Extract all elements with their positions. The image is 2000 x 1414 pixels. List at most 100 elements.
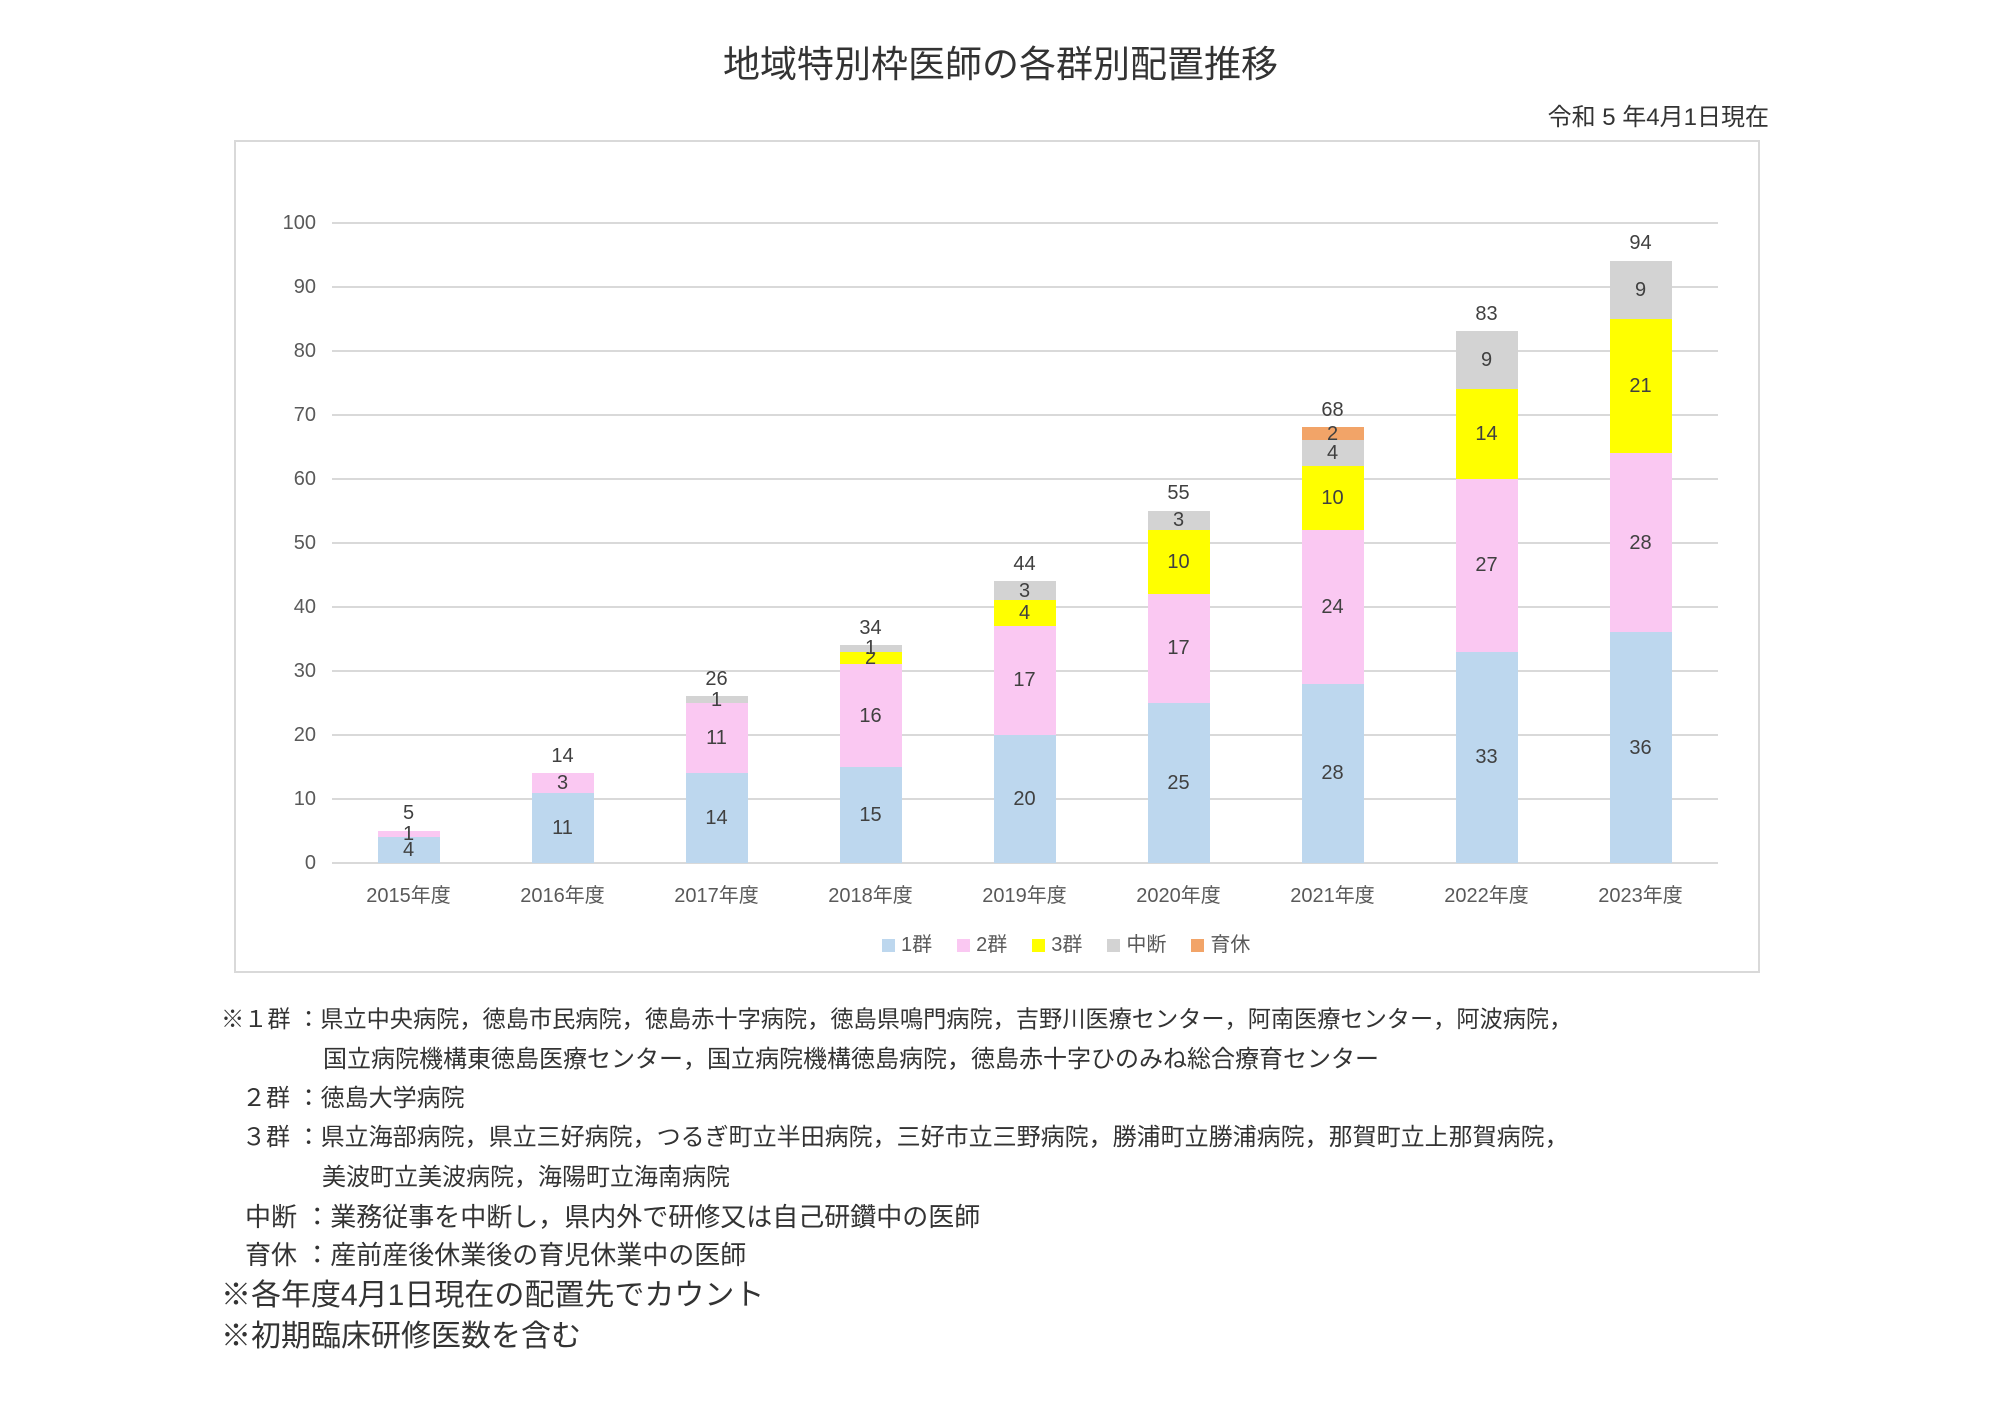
bar-segment	[377, 830, 440, 838]
bar-segment	[377, 837, 440, 863]
footnote-line: 育休 ：産前産後休業後の育児休業中の医師	[245, 1240, 747, 1270]
gridline	[331, 221, 1718, 224]
legend-item: 中断	[1107, 935, 1166, 955]
legend-swatch	[1032, 938, 1046, 952]
bar-segment	[1609, 632, 1672, 863]
bar-value-label: 3	[1018, 579, 1031, 602]
footnote-line: ※各年度4月1日現在の配置先でカウント	[221, 1279, 765, 1312]
bar-segment	[685, 696, 748, 703]
bar-segment	[993, 581, 1056, 601]
page-title: 地域特別枠医師の各群別配置推移	[723, 44, 1278, 85]
footnote-line: ※初期臨床研修医数を含む	[221, 1319, 581, 1353]
bar-value-label: 4	[1326, 442, 1339, 465]
legend-item: 2群	[957, 935, 1007, 955]
bar-value-label: 3	[556, 771, 569, 794]
footnote-line: 国立病院機構東徳島医療センター，国立病院機構徳島病院，徳島赤十字ひのみね総合療育…	[323, 1046, 1379, 1073]
bar-segment	[685, 702, 748, 774]
bar-segment	[993, 626, 1056, 735]
bar-value-label: 1	[864, 637, 877, 660]
bar-segment	[531, 792, 594, 863]
y-axis-tick-label: 70	[293, 403, 316, 426]
bar-value-label: 33	[1475, 746, 1498, 769]
legend-label: 育休	[1210, 934, 1251, 956]
legend: 1群 2群 3群 中断 育休	[882, 935, 1250, 955]
bar-segment	[993, 600, 1056, 626]
chart-area: 0 10 20 30 40 50 60 70 80 90 100 4 1 5 2015年度 11 3 14 2016…	[234, 140, 1760, 973]
bar-value-label: 3	[1172, 509, 1185, 532]
x-axis-tick-label: 2022年度	[1444, 885, 1529, 907]
bar-value-label: 27	[1475, 554, 1498, 577]
bar-value-label: 28	[1629, 531, 1652, 554]
bar-value-label: 9	[1480, 349, 1493, 372]
bar-segment	[1455, 651, 1518, 863]
gridline	[331, 349, 1718, 352]
legend-item: 1群	[882, 935, 932, 955]
bar-total-label: 5	[402, 802, 415, 825]
bar-total-label: 83	[1475, 302, 1498, 325]
bar-segment	[531, 773, 594, 793]
legend-swatch	[1191, 938, 1205, 952]
bar-total-label: 68	[1321, 398, 1344, 421]
y-axis-tick-label: 40	[293, 595, 316, 618]
bar-segment	[685, 773, 748, 863]
gridline	[331, 541, 1718, 544]
bar-value-label: 36	[1629, 736, 1652, 759]
bar-total-label: 44	[1013, 552, 1036, 575]
bar-value-label: 2	[864, 647, 877, 670]
x-axis-tick-label: 2020年度	[1136, 885, 1221, 907]
x-axis-tick-label: 2017年度	[674, 885, 759, 907]
y-axis-tick-label: 80	[293, 339, 316, 362]
x-axis-tick-label: 2023年度	[1598, 885, 1683, 907]
legend-swatch	[957, 938, 971, 952]
bar-segment	[1609, 453, 1672, 633]
y-axis-tick-label: 30	[293, 659, 316, 682]
bar-segment	[1609, 318, 1672, 454]
legend-item: 3群	[1032, 935, 1082, 955]
legend-label: 3群	[1051, 934, 1083, 956]
bar-value-label: 1	[402, 823, 415, 846]
bar-segment	[1609, 260, 1672, 319]
bar-segment	[1455, 331, 1518, 390]
bar-segment	[1147, 510, 1210, 530]
bar-segment	[1455, 478, 1518, 652]
y-axis-tick-label: 100	[282, 211, 316, 234]
footnote-line: 美波町立美波病院，海陽町立海南病院	[322, 1163, 730, 1191]
bar-value-label: 24	[1321, 595, 1344, 618]
legend-item: 育休	[1191, 935, 1250, 955]
bar-value-label: 1	[710, 688, 723, 711]
x-axis-tick-label: 2019年度	[982, 885, 1067, 907]
bar-value-label: 17	[1167, 637, 1190, 660]
bar-value-label: 25	[1167, 771, 1190, 794]
bar-segment	[1301, 683, 1364, 863]
bar-total-label: 14	[551, 744, 574, 767]
gridline	[331, 413, 1718, 416]
bar-segment	[1147, 529, 1210, 594]
x-axis-tick-label: 2015年度	[366, 885, 451, 907]
bar-value-label: 14	[1475, 422, 1498, 445]
y-axis-tick-label: 10	[293, 787, 316, 810]
bar-total-label: 55	[1167, 482, 1190, 505]
bar-segment	[1301, 529, 1364, 684]
bar-total-label: 26	[705, 667, 728, 690]
legend-swatch	[882, 938, 895, 952]
bar-segment	[1301, 440, 1364, 466]
bar-value-label: 20	[1013, 787, 1036, 810]
y-axis-tick-label: 0	[304, 852, 316, 874]
bar-segment	[839, 645, 902, 652]
bar-segment	[1455, 389, 1518, 479]
bar-segment	[1147, 593, 1210, 703]
footnote-line: ３群 ：県立海部病院，県立三好病院，つるぎ町立半田病院，三好市立三野病院，勝浦町…	[242, 1124, 1569, 1151]
legend-label: 2群	[976, 934, 1008, 956]
y-axis-tick-label: 50	[293, 531, 316, 554]
bar-value-label: 16	[859, 704, 882, 727]
bar-segment	[1147, 702, 1210, 863]
bar-value-label: 14	[705, 807, 728, 830]
gridline	[331, 862, 1718, 864]
bar-segment	[839, 651, 902, 665]
x-axis-tick-label: 2021年度	[1290, 885, 1375, 907]
bar-value-label: 11	[706, 727, 727, 750]
bar-value-label: 9	[1634, 278, 1647, 301]
bar-value-label: 11	[552, 816, 573, 839]
bar-total-label: 94	[1629, 232, 1652, 255]
y-axis-tick-label: 60	[293, 467, 316, 490]
